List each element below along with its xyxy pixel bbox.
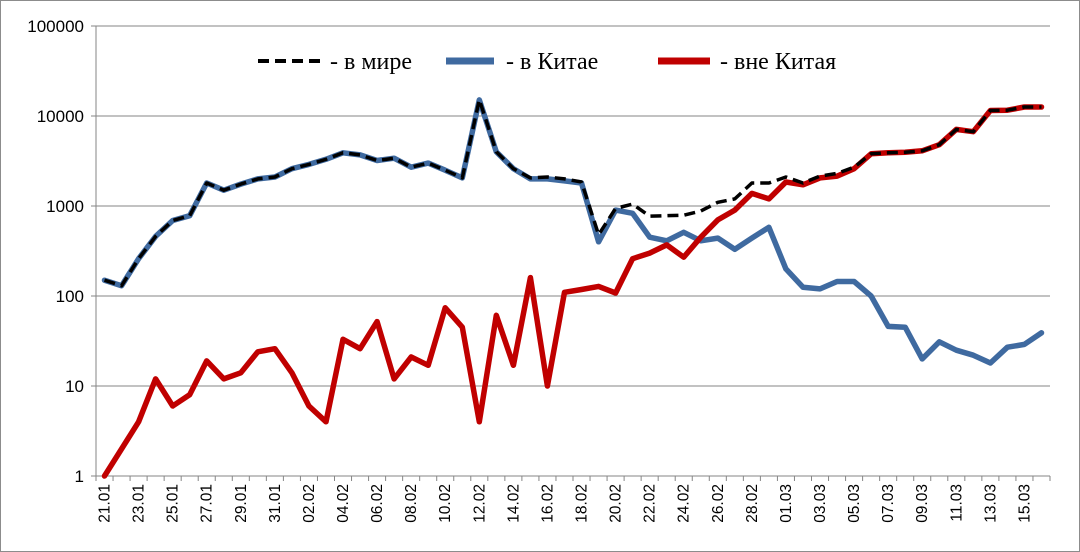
grid [96,25,1050,387]
x-tick-label: 10.02 [437,484,454,523]
legend-label-china: - в Китае [506,49,598,75]
axes [91,25,1051,481]
series-line-world [103,97,1042,288]
x-tick-label: 13.03 [982,484,999,523]
x-tick-label: 26.02 [710,484,727,523]
x-tick-label: 14.02 [505,484,522,523]
x-tick-label: 22.02 [642,484,659,523]
y-tick-label: 1000 [46,197,84,216]
series-line-china [101,97,1045,366]
x-tick-label: 21.01 [97,484,114,523]
y-tick-label: 10000 [37,107,84,126]
y-tick-labels: 1 10 100 1000 10000 100000 [27,17,84,486]
x-tick-label: 11.03 [948,484,965,522]
y-tick-label: 1 [75,467,84,486]
x-tick-label: 03.03 [812,484,829,523]
series-line-outside-china [101,104,1045,479]
legend-label-world: - в мире [330,49,412,75]
x-tick-label: 16.02 [539,484,556,523]
x-tick-label: 05.03 [846,484,863,523]
x-tick-label: 08.02 [403,484,420,523]
y-tick-label: 10 [65,377,84,396]
series-lines [101,97,1045,479]
x-tick-label: 23.01 [131,484,148,523]
y-tick-label: 100 [56,287,84,306]
x-tick-label: 04.02 [335,484,352,523]
x-tick-label: 28.02 [744,484,761,523]
x-tick-label: 29.01 [233,484,250,523]
x-tick-label: 09.03 [914,484,931,523]
y-tick-label: 100000 [27,17,84,36]
x-tick-label: 12.02 [471,484,488,523]
x-tick-label: 06.02 [369,484,386,523]
x-tick-label: 18.02 [574,484,591,523]
x-tick-label: 31.01 [267,484,284,523]
x-tick-label: 15.03 [1016,484,1033,523]
x-tick-labels: 21.01 23.01 25.01 27.01 29.01 31.01 02.02 04.02… [97,484,1034,523]
x-tick-label: 27.01 [199,484,216,523]
legend-label-outside-china: - вне Китая [720,49,836,75]
x-tick-label: 02.02 [301,484,318,523]
legend: - в мире - в Китае - вне Китая [258,49,836,75]
x-tick-label: 01.03 [778,484,795,523]
x-tick-label: 20.02 [608,484,625,523]
x-tick-label: 25.01 [165,484,182,523]
x-tick-label: 24.02 [676,484,693,523]
x-tick-label: 07.03 [880,484,897,523]
